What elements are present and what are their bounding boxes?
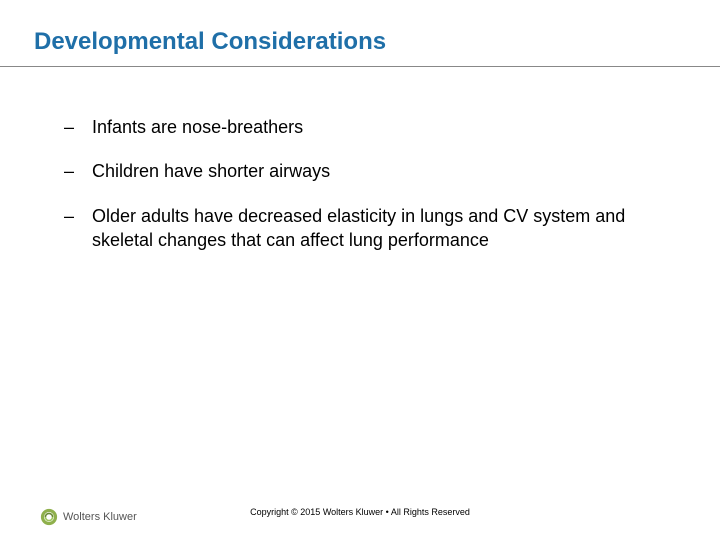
slide-container: Developmental Considerations Infants are…: [0, 0, 720, 540]
footer: Copyright © 2015 Wolters Kluwer • All Ri…: [0, 502, 720, 520]
list-item: Infants are nose-breathers: [64, 115, 686, 139]
slide-title: Developmental Considerations: [34, 28, 686, 56]
title-underline: [0, 66, 720, 67]
list-item: Older adults have decreased elasticity i…: [64, 204, 686, 253]
list-item: Children have shorter airways: [64, 159, 686, 183]
copyright-text: Copyright © 2015 Wolters Kluwer • All Ri…: [250, 507, 470, 517]
bullet-list: Infants are nose-breathers Children have…: [34, 115, 686, 252]
